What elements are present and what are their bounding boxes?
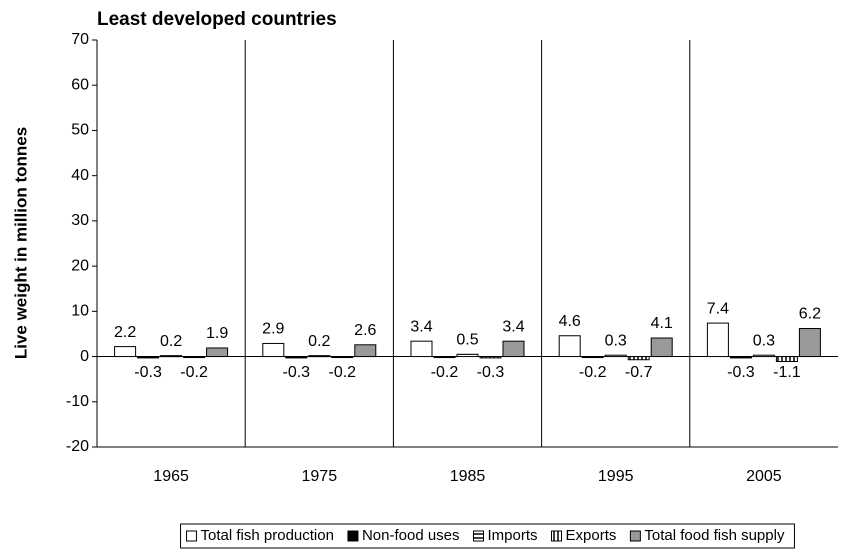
data-label: -0.3 xyxy=(727,364,755,381)
data-label: 6.2 xyxy=(799,306,821,323)
x-tick-label: 2005 xyxy=(746,468,782,485)
data-label: -0.3 xyxy=(283,364,311,381)
data-label: -0.7 xyxy=(625,364,653,381)
bar xyxy=(650,337,673,358)
data-label: -0.3 xyxy=(134,364,162,381)
bar xyxy=(331,356,354,359)
bar xyxy=(308,355,331,358)
data-label: 3.4 xyxy=(410,318,432,335)
bar xyxy=(456,353,479,358)
bar xyxy=(137,356,160,359)
data-label: 0.2 xyxy=(308,333,330,350)
legend-swatch xyxy=(473,530,485,542)
y-tick-label: 10 xyxy=(71,303,89,320)
bar xyxy=(752,354,775,358)
legend-box xyxy=(180,523,795,549)
data-label: 7.4 xyxy=(707,300,729,317)
legend-label: Total food fish supply xyxy=(644,527,785,544)
legend-swatch xyxy=(186,530,198,542)
data-label: 3.4 xyxy=(502,318,524,335)
legend-swatch xyxy=(347,530,359,542)
bar xyxy=(354,344,377,358)
data-label: -0.2 xyxy=(579,364,607,381)
bar xyxy=(775,356,798,363)
data-label: -0.3 xyxy=(477,364,505,381)
bar xyxy=(183,356,206,359)
data-label: 0.3 xyxy=(605,332,627,349)
bar xyxy=(206,347,229,358)
bar xyxy=(627,356,650,361)
bar xyxy=(410,340,433,358)
y-tick-label: 30 xyxy=(71,212,89,229)
data-label: 0.2 xyxy=(160,333,182,350)
data-label: 4.1 xyxy=(651,315,673,332)
bar xyxy=(262,342,285,358)
bar xyxy=(706,322,729,358)
legend-swatch xyxy=(551,530,563,542)
y-axis-label: Live weight in million tonnes xyxy=(11,127,30,359)
x-tick-label: 1965 xyxy=(153,468,189,485)
legend-swatch xyxy=(629,530,641,542)
bar xyxy=(114,346,137,358)
bar xyxy=(581,356,604,359)
chart-title: Least developed countries xyxy=(97,9,337,30)
y-tick-label: 60 xyxy=(71,76,89,93)
data-label: -0.2 xyxy=(431,364,459,381)
data-label: -0.2 xyxy=(329,364,357,381)
y-tick-label: -20 xyxy=(66,438,89,455)
x-tick-label: 1995 xyxy=(598,468,634,485)
bar xyxy=(160,355,183,358)
bar xyxy=(502,340,525,358)
y-tick-label: -10 xyxy=(66,393,89,410)
bar xyxy=(479,356,502,359)
y-tick-label: 70 xyxy=(71,31,89,48)
bar xyxy=(433,356,456,359)
legend-label: Imports xyxy=(488,527,538,544)
bar xyxy=(798,328,821,358)
data-label: 4.6 xyxy=(559,313,581,330)
data-label: -0.2 xyxy=(180,364,208,381)
y-tick-label: 40 xyxy=(71,167,89,184)
bar xyxy=(604,354,627,358)
data-label: 2.2 xyxy=(114,324,136,341)
legend-label: Exports xyxy=(566,527,617,544)
data-label: 0.3 xyxy=(753,332,775,349)
x-tick-label: 1985 xyxy=(450,468,486,485)
bar xyxy=(729,356,752,359)
bar xyxy=(558,335,581,358)
data-label: 2.6 xyxy=(354,322,376,339)
data-label: 0.5 xyxy=(456,332,478,349)
y-tick-label: 20 xyxy=(71,257,89,274)
x-tick-label: 1975 xyxy=(302,468,338,485)
bar xyxy=(285,356,308,359)
legend-label: Total fish production xyxy=(201,527,334,544)
y-tick-label: 50 xyxy=(71,122,89,139)
legend-label: Non-food uses xyxy=(362,527,460,544)
data-label: 2.9 xyxy=(262,321,284,338)
data-label: 1.9 xyxy=(206,325,228,342)
data-label: -1.1 xyxy=(773,364,801,381)
y-tick-label: 0 xyxy=(80,348,89,365)
